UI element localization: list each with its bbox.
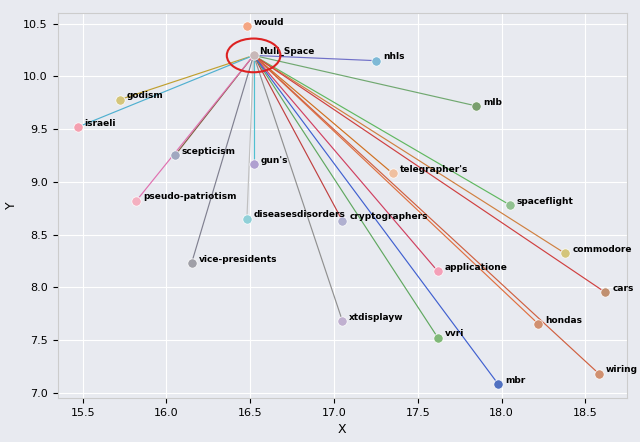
Point <box>242 215 252 222</box>
Point <box>533 320 543 328</box>
Text: israeli: israeli <box>84 118 116 128</box>
Point <box>471 103 481 110</box>
Point <box>115 96 125 103</box>
Text: xtdisplayw: xtdisplayw <box>349 312 404 321</box>
Point <box>242 23 252 30</box>
Text: commodore: commodore <box>572 245 632 254</box>
Text: godism: godism <box>127 91 163 100</box>
Y-axis label: Y: Y <box>4 202 18 210</box>
Point <box>505 202 515 209</box>
Text: vice-presidents: vice-presidents <box>198 255 277 263</box>
Text: nhls: nhls <box>383 52 404 61</box>
Point <box>337 317 348 324</box>
Point <box>248 52 259 59</box>
Point <box>388 170 398 177</box>
Text: wiring: wiring <box>605 365 637 374</box>
Text: mlb: mlb <box>483 98 502 107</box>
Text: scepticism: scepticism <box>182 147 236 156</box>
Point <box>72 123 83 130</box>
Text: vvri: vvri <box>445 329 464 339</box>
Point <box>371 57 381 64</box>
Text: hondas: hondas <box>545 316 582 325</box>
Text: pseudo-patriotism: pseudo-patriotism <box>143 192 237 202</box>
Text: mbr: mbr <box>505 376 525 385</box>
Point <box>593 370 604 377</box>
X-axis label: X: X <box>338 423 347 436</box>
Point <box>560 250 570 257</box>
Point <box>131 197 141 204</box>
Text: diseasesdisorders: diseasesdisorders <box>254 210 346 219</box>
Text: spaceflight: spaceflight <box>517 197 573 206</box>
Text: cars: cars <box>612 284 634 293</box>
Text: cryptographers: cryptographers <box>349 213 428 221</box>
Text: applicatione: applicatione <box>445 263 508 272</box>
Point <box>170 152 180 159</box>
Point <box>248 160 259 168</box>
Text: would: would <box>254 18 284 27</box>
Point <box>600 289 611 296</box>
Text: Null_Space: Null_Space <box>259 47 314 56</box>
Point <box>433 268 443 275</box>
Text: gun's: gun's <box>260 156 288 164</box>
Text: telegrapher's: telegrapher's <box>399 165 468 174</box>
Point <box>493 381 503 388</box>
Point <box>186 259 196 267</box>
Point <box>433 334 443 341</box>
Point <box>337 217 348 225</box>
